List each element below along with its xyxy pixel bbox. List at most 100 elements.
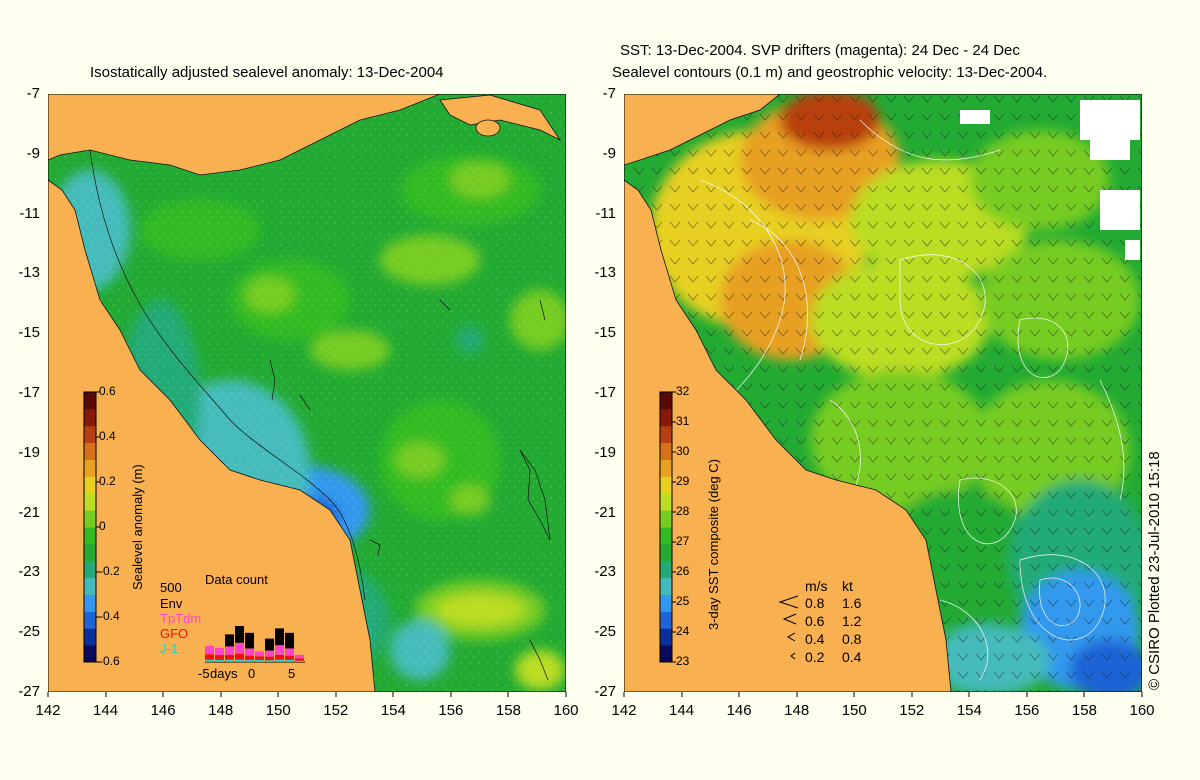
right-colorbar-swatch	[660, 476, 672, 494]
lat-tick-label: -27	[594, 683, 616, 700]
data-count-bar-gfo	[215, 655, 224, 660]
data-count-bar-tp	[265, 650, 274, 657]
data-count-bar-j1	[235, 659, 244, 662]
left-colorbar-swatch	[84, 493, 96, 511]
lat-tick-label: -21	[594, 503, 616, 521]
data-count-bar-env	[235, 626, 244, 643]
lon-tick-label: 144	[669, 702, 695, 719]
left-colorbar-swatch	[84, 594, 96, 612]
right-colorbar-swatch	[660, 442, 672, 460]
velocity-row-kt: 0.4	[842, 649, 862, 665]
lat-tick-label: -27	[18, 683, 40, 700]
data-count-bar-j1	[285, 659, 294, 662]
data-count-bar-tp	[215, 647, 224, 656]
left-map	[48, 94, 566, 692]
data-count-bar-gfo	[225, 654, 234, 660]
data-count-bar-gfo	[235, 653, 244, 660]
data-count-bar-j1	[215, 659, 224, 662]
data-count-legend-env: Env	[160, 596, 183, 611]
data-count-bar-tp	[225, 646, 234, 655]
data-count-bar-j1	[245, 659, 254, 662]
right-colorbar	[659, 391, 676, 663]
data-count-legend-tptdm: TpTdm	[160, 611, 202, 626]
left-colorbar-tick-label: -0.6	[99, 654, 120, 668]
right-colorbar-swatch	[660, 645, 672, 663]
right-map-title-line2: Sealevel contours (0.1 m) and geostrophi…	[612, 64, 1048, 81]
left-colorbar-swatch	[84, 425, 96, 444]
data-count-bar-j1	[265, 660, 274, 662]
velocity-row-ms: 0.4	[805, 631, 825, 647]
left-colorbar-swatch	[84, 645, 96, 663]
left-colorbar-tick-label: -0.4	[99, 609, 120, 623]
left-colorbar-swatch	[84, 392, 96, 410]
right-colorbar-swatch	[660, 493, 672, 511]
right-colorbar-swatch	[660, 594, 672, 612]
velocity-arrow-0.4	[786, 632, 796, 642]
lat-tick-label: -23	[594, 563, 616, 581]
left-colorbar-tick-label: 0.2	[99, 474, 116, 488]
lat-tick-label: -13	[594, 264, 616, 282]
lat-tick-label: -23	[18, 563, 40, 581]
right-colorbar-tick-label: 28	[676, 504, 690, 518]
left-map-title: Isostatically adjusted sealevel anomaly:…	[90, 64, 444, 81]
lon-tick-label: 142	[35, 702, 61, 719]
velocity-row-kt: 1.2	[842, 613, 862, 629]
data-count-bar-j1	[225, 659, 234, 662]
data-count-bar-env	[275, 628, 284, 646]
right-colorbar-swatch	[660, 628, 672, 646]
velocity-row-ms: 0.6	[805, 613, 825, 629]
right-colorbar-swatch	[660, 577, 672, 595]
left-colorbar-swatch	[84, 543, 96, 562]
credit-text: © CSIRO Plotted 23-Jul-2010 15:18	[1146, 451, 1163, 690]
data-count-legend-j1: J-1	[160, 641, 179, 656]
lat-tick-label: -9	[602, 144, 616, 162]
lon-tick-label: 160	[1129, 702, 1155, 719]
right-colorbar-tick-label: 30	[676, 444, 690, 458]
left-colorbar-swatch	[84, 476, 96, 494]
left-colorbar-swatch	[84, 611, 96, 629]
data-count-bar-gfo	[295, 658, 304, 661]
data-count-bar-j1	[255, 659, 264, 662]
left-land-new-britain	[439, 94, 562, 142]
lon-tick-label: 150	[265, 702, 291, 719]
left-colorbar-swatch	[84, 510, 96, 528]
right-map	[624, 94, 1142, 692]
data-count-bar-tp	[245, 648, 254, 656]
lat-tick-label: -13	[18, 264, 40, 282]
right-colorbar-tick-label: 29	[676, 474, 690, 488]
velocity-legend-arrows	[778, 595, 799, 660]
data-count-bar-j1	[295, 660, 304, 662]
left-colorbar-label: Sealevel anomaly (m)	[130, 464, 145, 590]
lat-tick-label: -7	[26, 85, 40, 102]
data-count-bar-gfo	[265, 656, 274, 661]
left-colorbar-tick-label: 0	[99, 519, 106, 533]
data-count-xtick-5: 5	[288, 666, 296, 681]
left-colorbar-swatch	[84, 628, 96, 646]
data-count-bar-j1	[275, 659, 284, 662]
velocity-row-ms: 0.2	[805, 649, 825, 665]
data-count-bar-tp	[295, 654, 304, 659]
data-count-chart	[205, 626, 305, 663]
data-count-bar-gfo	[245, 655, 254, 660]
right-map-title-line1: SST: 13-Dec-2004. SVP drifters (magenta)…	[620, 42, 1020, 59]
lon-tick-label: 146	[150, 702, 176, 719]
data-count-xtick-0: 0	[248, 666, 256, 681]
data-count-bar-tp	[285, 648, 294, 656]
lon-tick-label: 148	[784, 702, 810, 719]
lat-tick-label: -7	[602, 85, 616, 102]
left-colorbar-tick-label: 0.6	[99, 384, 116, 398]
data-count-bar-tp	[255, 651, 264, 657]
lon-tick-label: 152	[323, 702, 349, 719]
data-count-bar-tp	[275, 645, 284, 655]
right-colorbar-swatch	[660, 392, 672, 410]
left-colorbar-swatch	[84, 527, 96, 545]
right-colorbar-swatch	[660, 510, 672, 528]
left-colorbar-swatch	[84, 577, 96, 595]
lon-tick-label: 142	[611, 702, 637, 719]
data-count-bar-env	[225, 634, 234, 647]
right-colorbar-label: 3-day SST composite (deg C)	[706, 459, 721, 630]
lat-tick-label: -17	[594, 384, 616, 401]
data-count-bar-gfo	[255, 656, 264, 660]
left-colorbar-tick-label: 0.4	[99, 429, 116, 443]
